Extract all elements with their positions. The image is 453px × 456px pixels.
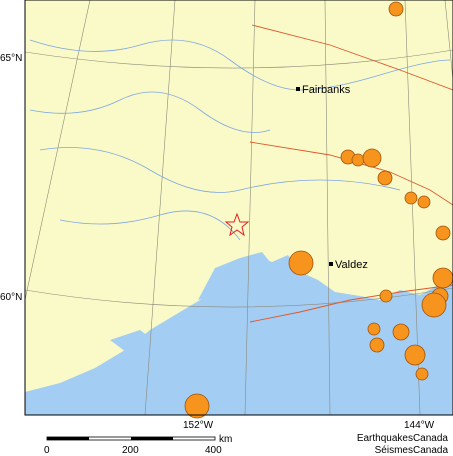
earthquake [288, 250, 314, 276]
earthquake [184, 393, 210, 419]
earthquake [421, 292, 447, 318]
inlet [198, 252, 270, 300]
scale-bar-segment [47, 437, 89, 440]
lat-label: 65°N [0, 53, 22, 64]
credit: SéismesCanada [375, 445, 449, 456]
earthquake [379, 289, 393, 303]
earthquake [392, 323, 410, 341]
scale-bar: 0 200 400 km [44, 434, 232, 456]
lakes [85, 320, 250, 390]
earthquake [367, 322, 381, 336]
earthquake [377, 170, 393, 186]
meridian [24, 0, 453, 416]
lon-label: 152°W [183, 420, 214, 431]
scale-label: 400 [205, 445, 222, 456]
scale-bar-segment [131, 437, 173, 440]
fault-line [249, 24, 453, 323]
lon-label: 144°W [404, 420, 435, 431]
earthquake [362, 148, 382, 168]
earthquake [404, 344, 426, 366]
earthquake [351, 153, 365, 167]
place-label: Fairbanks [302, 84, 351, 96]
parallel [24, 287, 453, 308]
scale-unit: km [219, 434, 232, 445]
earthquake [435, 225, 451, 241]
parallel [24, 49, 453, 69]
earthquake [388, 1, 404, 17]
earthquake [417, 195, 431, 209]
earthquake [415, 367, 429, 381]
scale-label: 200 [122, 445, 139, 456]
earthquakes [184, 1, 453, 419]
earthquake [432, 267, 453, 289]
epicenter-star [224, 212, 250, 237]
city-marker [296, 87, 300, 91]
scale-label: 0 [44, 445, 50, 456]
map: Fairbanks Valdez [24, 0, 453, 419]
river [29, 39, 451, 241]
map-frame [24, 0, 453, 416]
lat-label: 60°N [0, 292, 22, 303]
place-label: Valdez [335, 259, 368, 271]
credit: EarthquakesCanada [357, 433, 449, 444]
earthquake [369, 337, 385, 353]
earthquake [404, 191, 418, 205]
city-marker [329, 262, 333, 266]
